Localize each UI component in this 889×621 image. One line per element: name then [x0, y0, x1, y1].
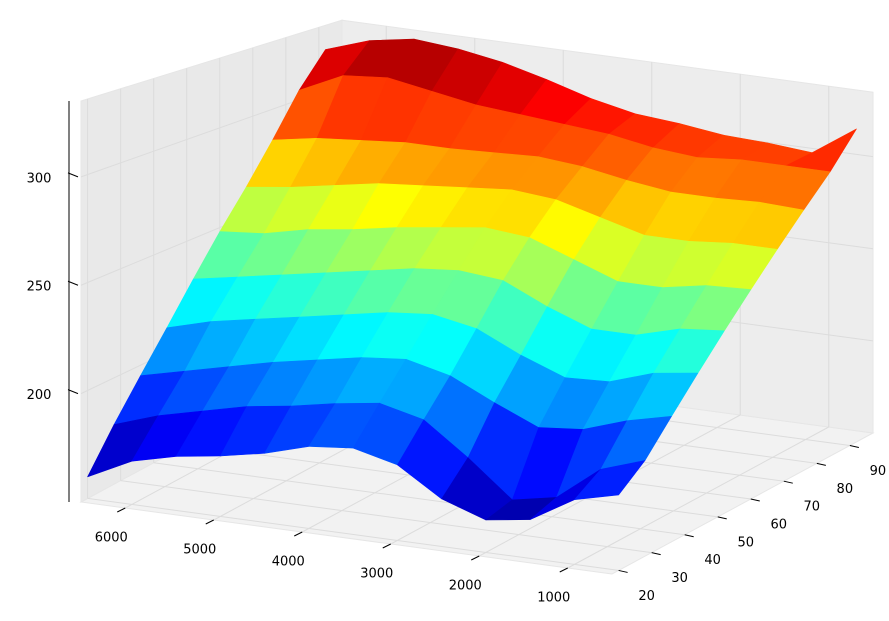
x-tick-label: 1000	[537, 591, 570, 606]
x-tick	[205, 519, 214, 525]
z-tick-label: 250	[27, 280, 52, 295]
grid-line	[120, 480, 652, 554]
x-tick	[294, 531, 303, 537]
z-tick	[67, 172, 79, 178]
z-tick	[67, 280, 79, 286]
y-tick-label: 20	[638, 589, 655, 604]
x-tick-label: 6000	[95, 531, 128, 546]
y-tick	[816, 462, 826, 466]
z-tick-label: 200	[27, 388, 52, 403]
y-tick	[717, 516, 727, 520]
y-tick	[651, 552, 661, 556]
y-tick-label: 60	[770, 518, 787, 533]
x-tick	[117, 507, 126, 513]
y-tick-label: 30	[671, 571, 688, 586]
x-tick-label: 2000	[449, 579, 482, 594]
x-tick	[382, 543, 391, 549]
y-tick	[684, 534, 694, 538]
x-tick	[471, 555, 480, 561]
x-tick-label: 3000	[360, 567, 393, 582]
y-tick-label: 40	[704, 553, 721, 568]
y-tick	[783, 480, 793, 484]
x-tick-label: 4000	[272, 555, 305, 570]
x-tick	[559, 567, 568, 573]
grid-line	[87, 497, 619, 571]
z-tick	[67, 389, 79, 395]
y-tick	[618, 569, 628, 573]
y-tick-label: 50	[737, 535, 754, 550]
grid-line	[567, 426, 829, 569]
y-tick	[750, 498, 760, 502]
y-tick-label: 70	[804, 500, 821, 515]
y-tick-label: 90	[870, 464, 887, 479]
y-tick-label: 80	[837, 482, 854, 497]
z-tick-label: 300	[27, 171, 52, 186]
surface-facet	[574, 460, 646, 501]
y-tick	[849, 445, 859, 448]
grid-line	[153, 462, 685, 536]
x-tick-label: 5000	[183, 543, 216, 558]
